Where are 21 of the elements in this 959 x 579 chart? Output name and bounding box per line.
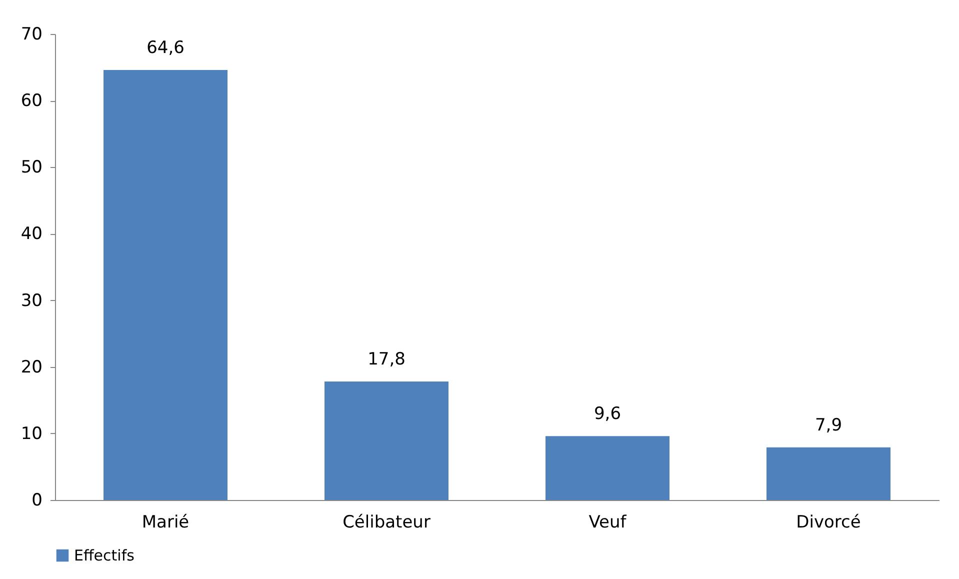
x-tick-label: Divorcé <box>796 512 861 532</box>
legend-label: Effectifs <box>74 546 135 564</box>
data-label: 9,6 <box>594 404 622 424</box>
y-tick-label: 10 <box>20 424 42 444</box>
x-tick-label: Célibateur <box>342 512 430 532</box>
y-tick-label: 40 <box>20 224 42 244</box>
y-tick-label: 50 <box>20 158 42 178</box>
bar <box>546 436 670 500</box>
bar <box>766 447 890 500</box>
bar <box>104 70 228 500</box>
y-tick-label: 30 <box>20 290 42 311</box>
bar <box>324 382 448 500</box>
data-label: 64,6 <box>146 38 184 58</box>
y-tick-label: 60 <box>20 91 42 112</box>
x-tick-label: Veuf <box>588 512 628 532</box>
y-tick-label: 70 <box>20 24 42 44</box>
y-tick-label: 20 <box>20 357 42 378</box>
data-label: 7,9 <box>814 415 842 436</box>
data-label: 17,8 <box>368 350 406 370</box>
y-tick-label: 0 <box>32 490 42 510</box>
x-tick-label: Marié <box>142 512 190 532</box>
